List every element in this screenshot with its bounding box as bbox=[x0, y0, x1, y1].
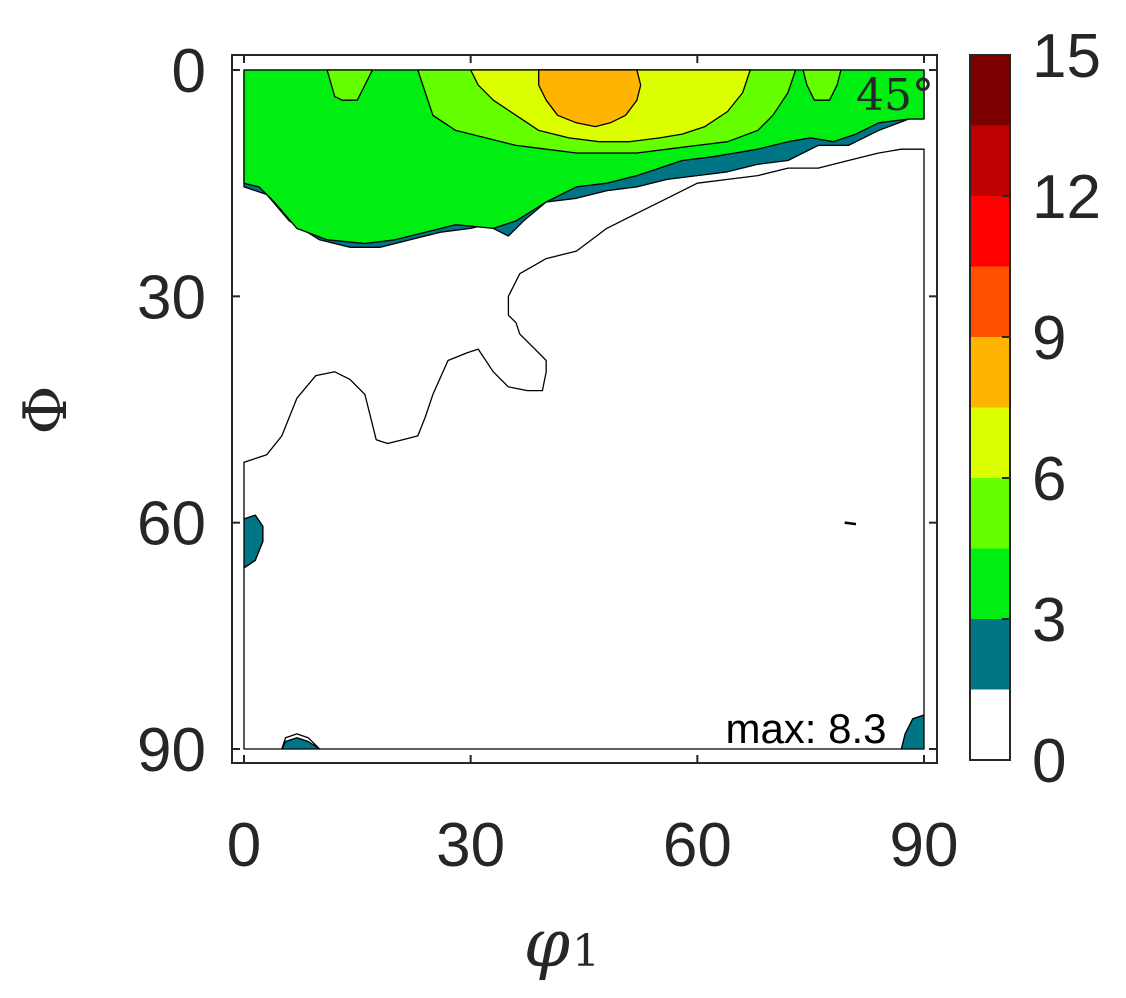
colorbar-tick-label: 9 bbox=[1032, 304, 1066, 373]
x-tick-label: 90 bbox=[890, 811, 959, 880]
colorbar-tick-label: 12 bbox=[1032, 163, 1101, 232]
y-axis-label: Φ bbox=[11, 385, 81, 434]
contour-region bbox=[326, 69, 374, 101]
x-axis-label: φ 1 bbox=[524, 905, 600, 982]
colorbar-swatch bbox=[970, 125, 1010, 196]
svg-text:φ: φ bbox=[524, 905, 570, 982]
colorbar-tick-label: 6 bbox=[1032, 445, 1066, 514]
contour-fragment bbox=[844, 521, 857, 526]
x-tick-label: 60 bbox=[663, 811, 732, 880]
colorbar-swatch bbox=[970, 619, 1010, 690]
x-tick-label: 0 bbox=[227, 811, 261, 880]
y-tick-label: 30 bbox=[137, 263, 206, 332]
contour-region bbox=[281, 737, 321, 750]
colorbar: 0 3 6 9 12 15 bbox=[969, 22, 1101, 796]
colorbar-swatch bbox=[970, 548, 1010, 619]
y-tick-label: 0 bbox=[172, 37, 206, 106]
section-label: 45° bbox=[856, 70, 934, 121]
colorbar-swatch bbox=[970, 196, 1010, 267]
y-tick-label: 60 bbox=[137, 490, 206, 559]
contour-region bbox=[802, 69, 842, 101]
colorbar-tick-label: 15 bbox=[1032, 22, 1101, 91]
colorbar-swatch bbox=[970, 266, 1010, 337]
colorbar-swatch bbox=[970, 689, 1010, 760]
contour-level-0 bbox=[243, 148, 925, 750]
colorbar-swatch bbox=[970, 407, 1010, 478]
colorbar-tick-label: 0 bbox=[1032, 727, 1066, 796]
colorbar-swatch bbox=[970, 478, 1010, 549]
svg-text:1: 1 bbox=[572, 926, 600, 977]
axis-ticks: 0 30 60 90 0 30 60 90 bbox=[137, 37, 958, 880]
colorbar-swatch bbox=[970, 55, 1010, 126]
x-tick-label: 30 bbox=[436, 811, 505, 880]
colorbar-tick-label: 3 bbox=[1032, 586, 1066, 655]
colorbar-frame bbox=[969, 54, 1011, 761]
max-annotation: max: 8.3 bbox=[725, 705, 886, 752]
contour-plot bbox=[243, 69, 925, 750]
plot-frame bbox=[231, 54, 938, 764]
y-tick-label: 90 bbox=[137, 716, 206, 785]
contour-level-5 bbox=[538, 69, 642, 128]
colorbar-swatch bbox=[970, 337, 1010, 408]
contour-region bbox=[538, 69, 642, 128]
